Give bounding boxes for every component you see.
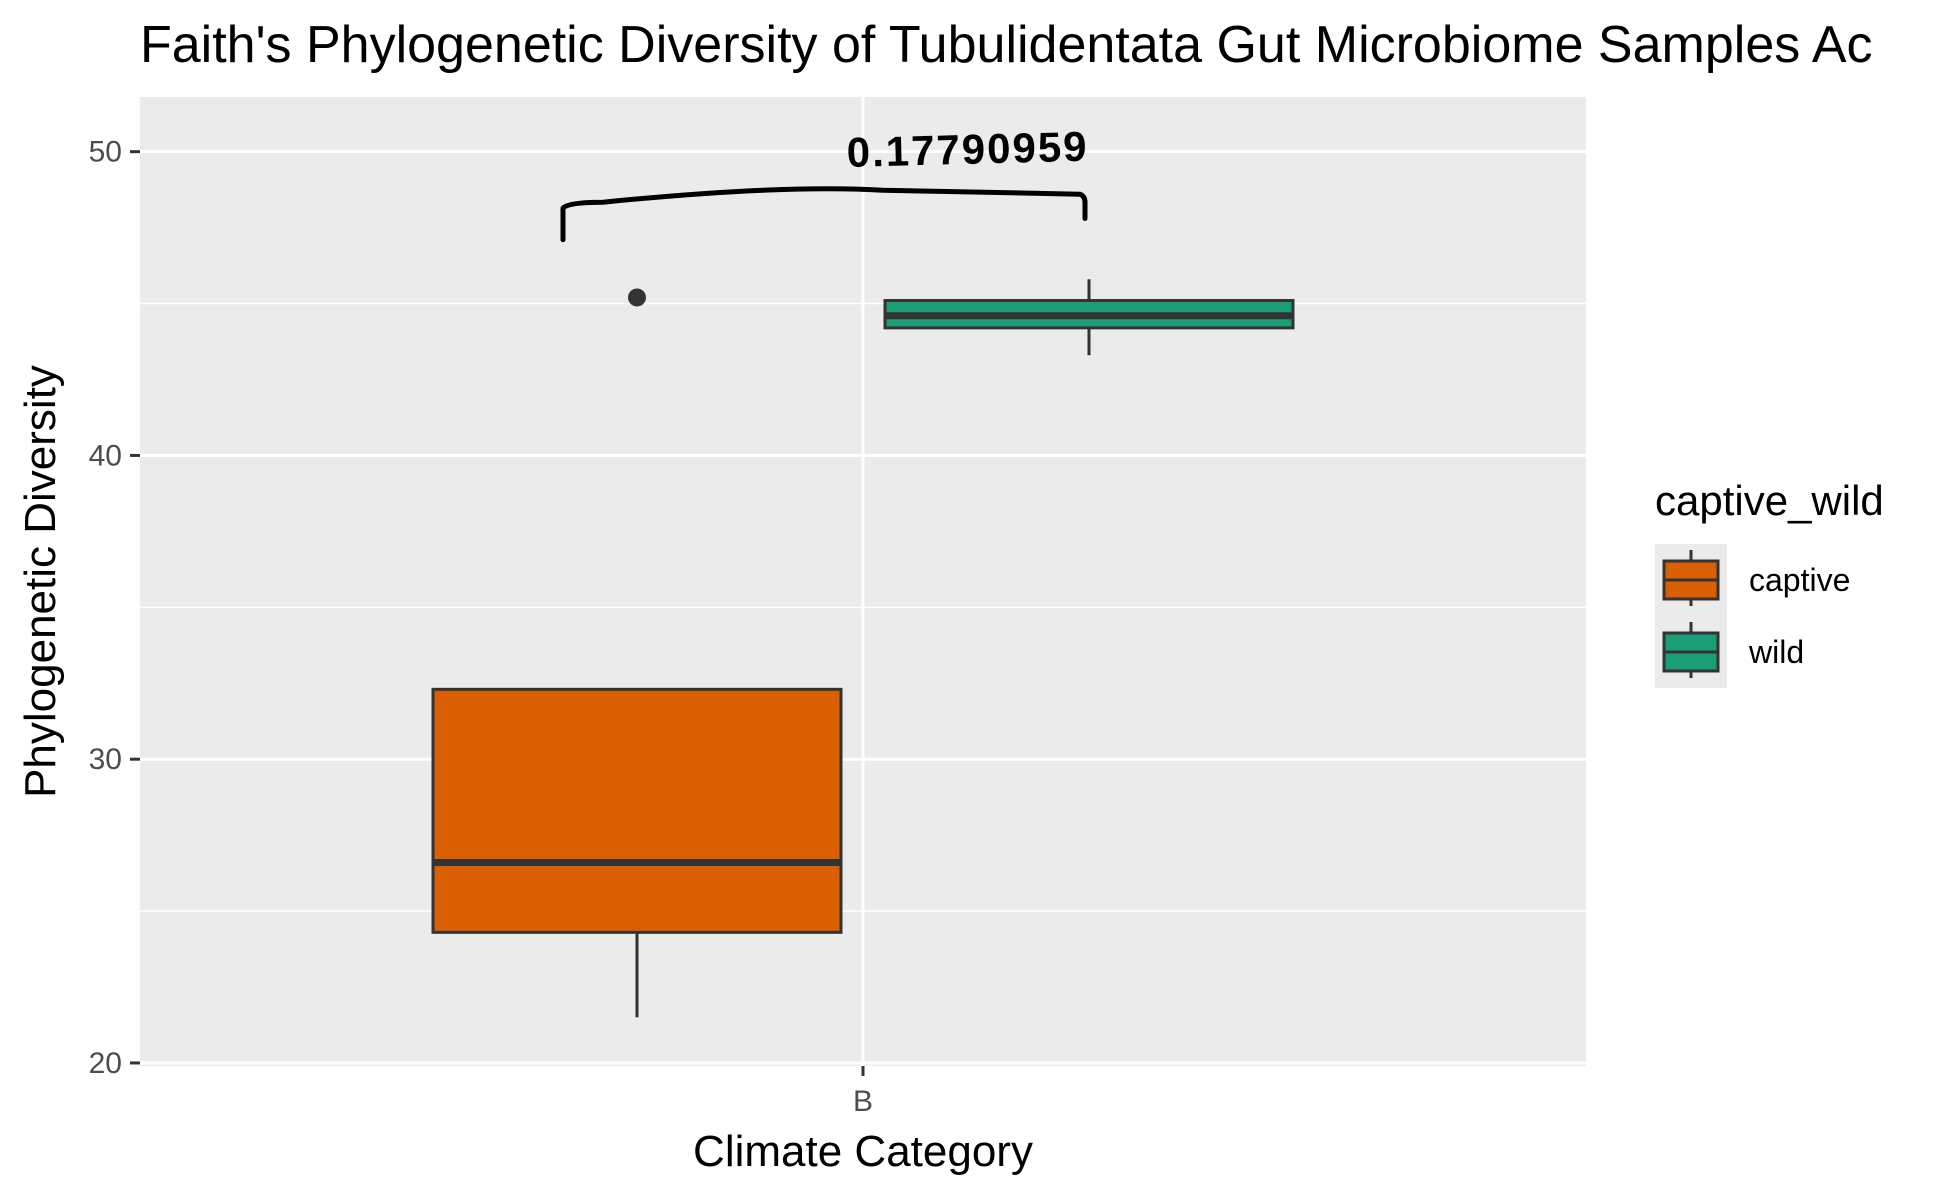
legend-label: wild [1748, 634, 1804, 670]
significance-annotation: 0.17790959 [560, 123, 1089, 243]
axes: 20 30 40 50 B [89, 136, 873, 1118]
y-tick-label: 30 [89, 743, 122, 776]
boxplot-wild [883, 279, 1295, 356]
y-tick-label: 50 [89, 136, 122, 169]
legend-label: captive [1749, 562, 1850, 598]
box-iqr [431, 687, 843, 934]
outlier-point [628, 288, 646, 307]
x-axis-title: Climate Category [693, 1127, 1033, 1176]
chart-title: Faith's Phylogenetic Diversity of Tubuli… [140, 16, 1873, 74]
legend-title: captive_wild [1655, 477, 1884, 524]
boxplots [431, 279, 1295, 1018]
legend: captive_wild captive wild [1655, 477, 1884, 688]
grid-lines [140, 97, 1586, 1066]
legend-item-wild: wild [1655, 616, 1804, 688]
y-tick-label: 40 [89, 439, 122, 472]
annotation-pvalue: 0.17790959 [846, 123, 1089, 176]
boxplot-captive [431, 288, 843, 1018]
legend-item-captive: captive [1655, 544, 1850, 616]
annotation-bracket [560, 186, 1088, 243]
y-axis-title: Phylogenetic Diversity [16, 365, 65, 798]
legend-keys: captive wild [1655, 544, 1850, 688]
y-tick-label: 20 [89, 1047, 122, 1080]
x-tick-label: B [853, 1085, 873, 1118]
